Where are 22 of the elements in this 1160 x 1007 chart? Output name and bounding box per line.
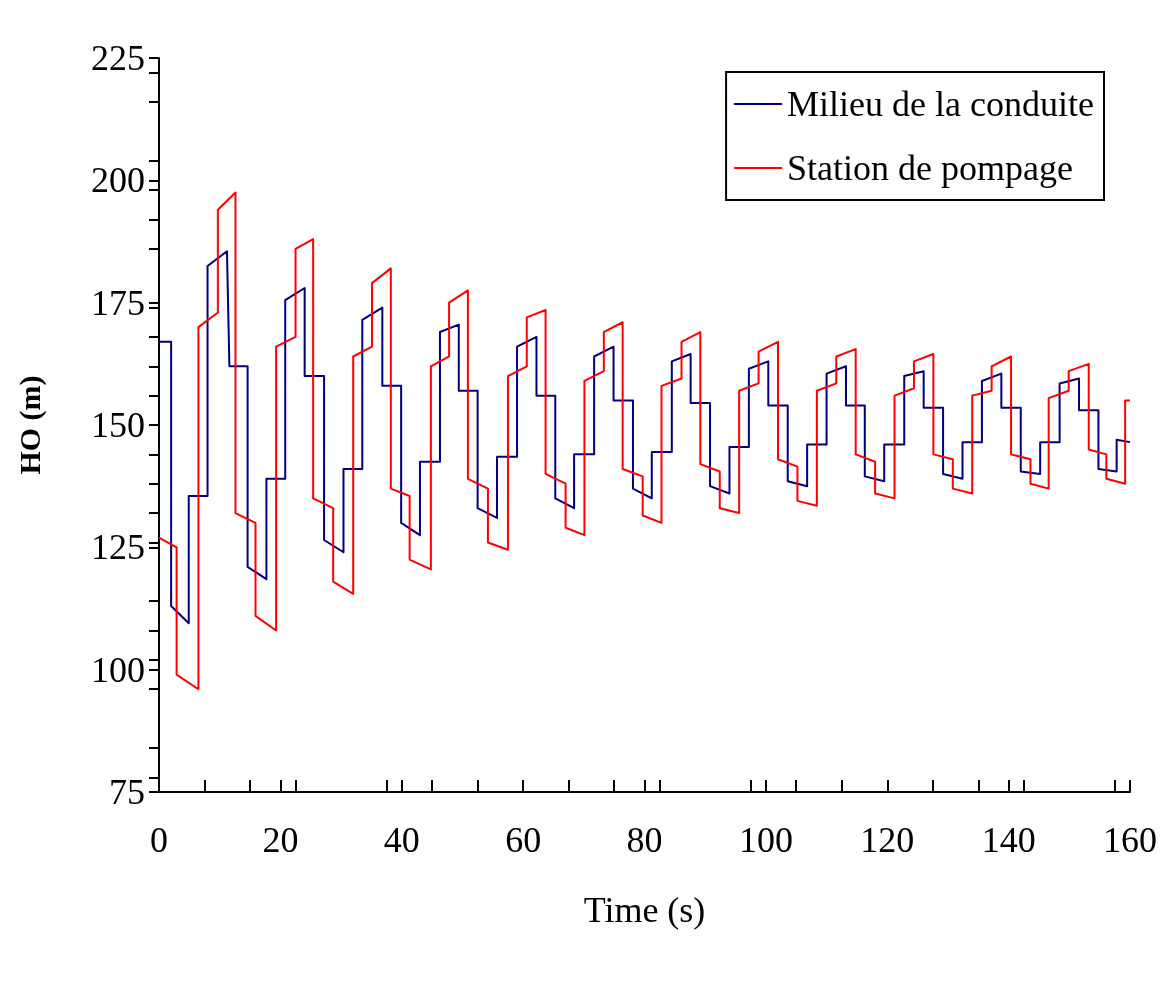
x-tick-label: 40 (383, 820, 420, 860)
legend-label: Station de pompage (787, 148, 1074, 188)
x-tick-label: 120 (860, 820, 915, 860)
y-tick-label: 75 (109, 772, 145, 812)
line-series (158, 250, 1131, 625)
y-tick-label: 100 (91, 649, 145, 690)
x-tick-label: 160 (1103, 820, 1157, 860)
x-tick-label: 20 (262, 820, 299, 860)
x-tick-label: 80 (626, 820, 663, 860)
line-series (158, 191, 1131, 691)
y-tick-label: 125 (91, 527, 145, 568)
y-tick-label: 150 (91, 405, 145, 445)
y-tick-label: 225 (91, 38, 145, 78)
x-tick-label: 0 (150, 820, 168, 860)
x-tick-label: 100 (738, 820, 793, 860)
x-axis-title: Time (s) (583, 890, 706, 930)
x-tick-label: 60 (505, 820, 542, 860)
legend-label: Milieu de la conduite (787, 84, 1095, 124)
y-tick-label: 200 (91, 160, 145, 201)
y-axis-title: HO (m) (12, 375, 47, 475)
x-tick-label: 140 (981, 820, 1036, 860)
y-tick-label: 175 (91, 282, 145, 323)
